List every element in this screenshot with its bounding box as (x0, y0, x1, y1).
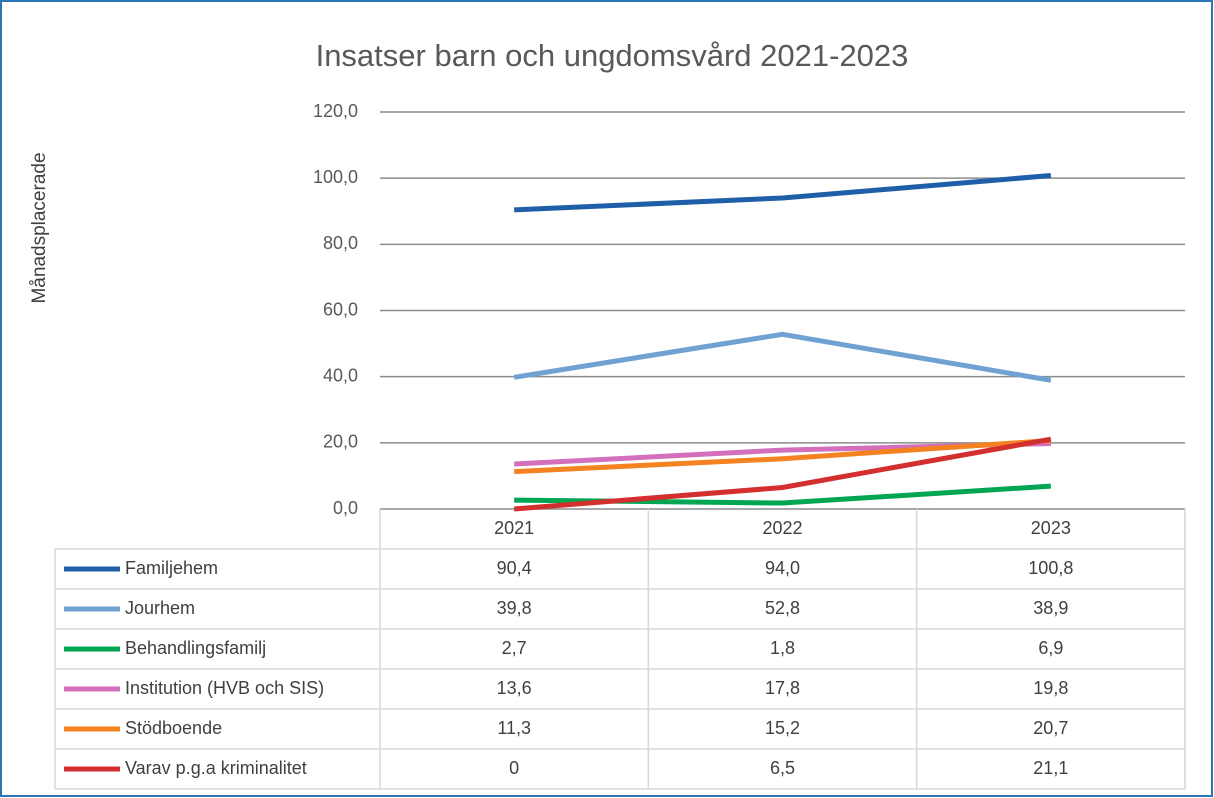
table-value: 0 (509, 758, 519, 778)
table-value: 6,5 (770, 758, 795, 778)
x-tick-label: 2023 (1031, 518, 1071, 538)
table-value: 17,8 (765, 678, 800, 698)
table-value: 94,0 (765, 558, 800, 578)
table-value: 39,8 (497, 598, 532, 618)
y-tick-label: 20,0 (323, 432, 358, 452)
chart-title: Insatser barn och ungdomsvård 2021-2023 (316, 38, 909, 73)
table-value: 52,8 (765, 598, 800, 618)
y-axis-label: Månadsplacerade (29, 152, 50, 303)
table-value: 6,9 (1038, 638, 1063, 658)
series-line (514, 173, 1052, 213)
table-value: 2,7 (502, 638, 527, 658)
legend-label: Varav p.g.a kriminalitet (125, 758, 307, 778)
legend-label: Familjehem (125, 558, 218, 578)
table-value: 11,3 (497, 718, 531, 738)
table-value: 19,8 (1033, 678, 1068, 698)
legend-label: Jourhem (125, 598, 195, 618)
y-tick-label: 40,0 (323, 365, 358, 385)
series-line (513, 436, 1052, 512)
table-value: 20,7 (1033, 718, 1068, 738)
table-value: 13,6 (497, 678, 532, 698)
legend-label: Institution (HVB och SIS) (125, 678, 324, 698)
table-value: 1,8 (770, 638, 795, 658)
x-tick-label: 2022 (762, 518, 802, 538)
y-tick-label: 100,0 (313, 167, 358, 187)
y-tick-label: 80,0 (323, 233, 358, 253)
legend-label: Behandlingsfamilj (125, 638, 266, 658)
y-tick-label: 120,0 (313, 101, 358, 121)
table-value: 100,8 (1028, 558, 1073, 578)
table-value: 90,4 (497, 558, 532, 578)
series-line (514, 438, 1051, 475)
x-tick-label: 2021 (494, 518, 534, 538)
y-tick-label: 60,0 (323, 299, 358, 319)
y-tick-label: 0,0 (333, 498, 358, 518)
table-value: 38,9 (1033, 598, 1068, 618)
legend-label: Stödboende (125, 718, 222, 738)
table-value: 15,2 (765, 718, 800, 738)
table-value: 21,1 (1033, 758, 1068, 778)
series-line (513, 331, 1052, 383)
